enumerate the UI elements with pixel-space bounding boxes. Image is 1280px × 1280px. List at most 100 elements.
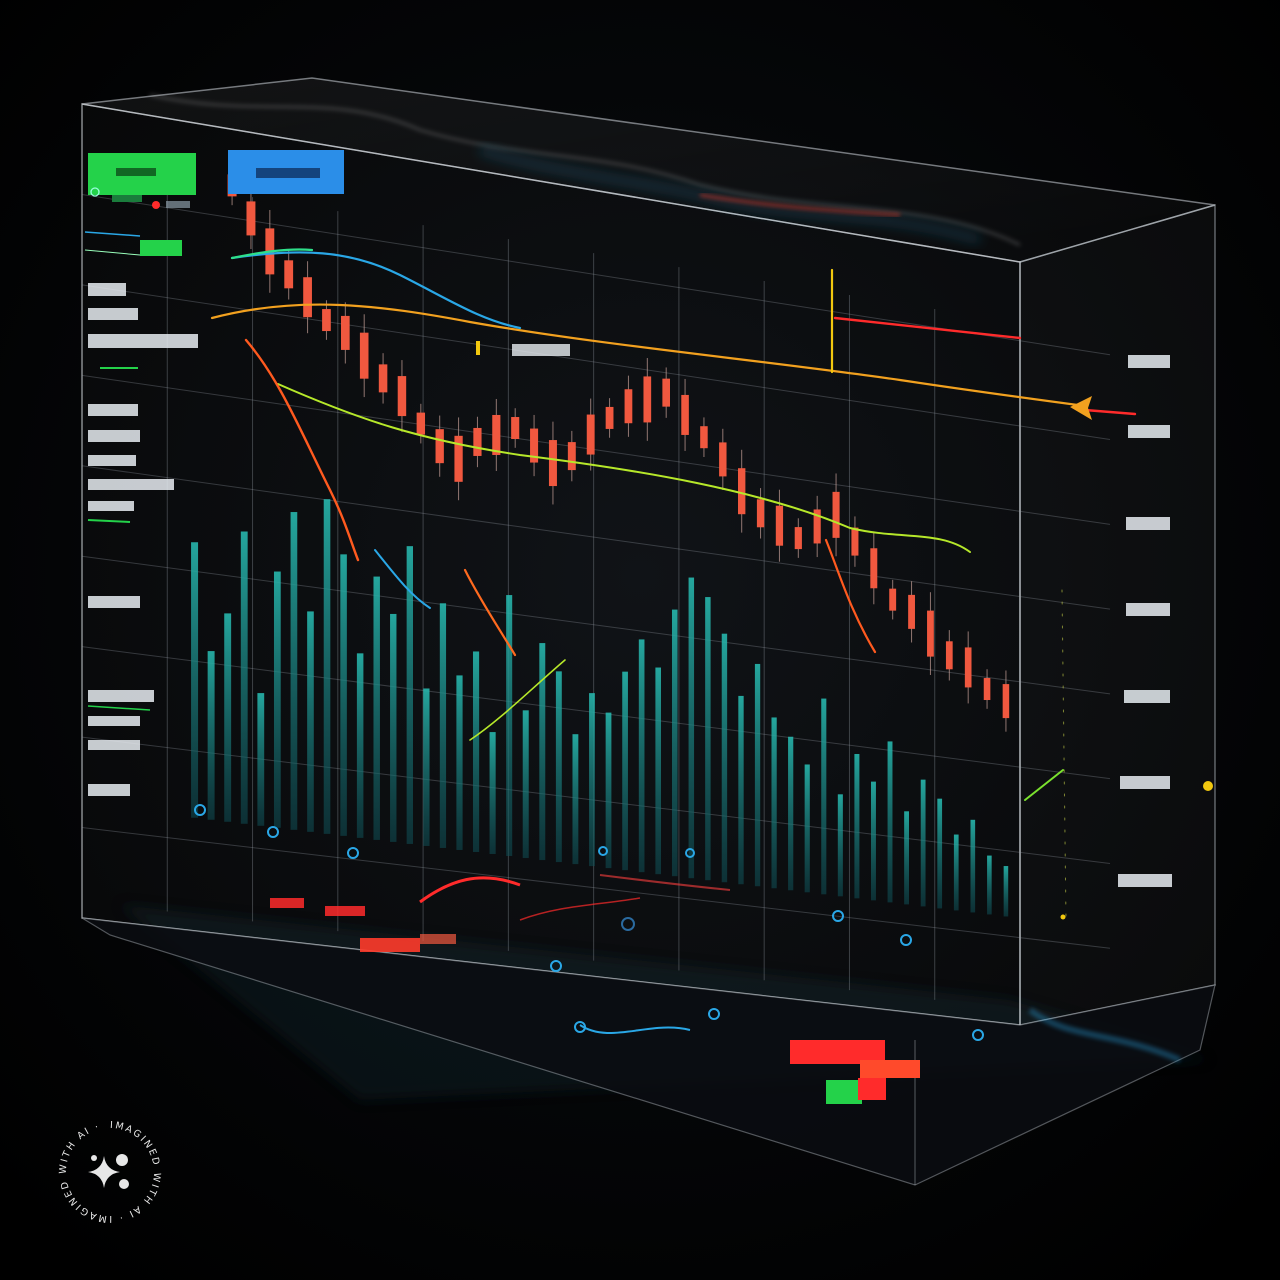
candle-body: [492, 414, 501, 455]
candle-body: [889, 588, 897, 611]
volume-bar: [356, 653, 364, 838]
candle-body: [756, 499, 765, 528]
candle-body: [870, 548, 878, 589]
volume-bar: [191, 542, 199, 818]
volume-bar: [589, 693, 595, 867]
volume-bar: [423, 688, 430, 846]
indicator-lines: [210, 248, 1213, 921]
volume-bar: [1003, 866, 1009, 917]
volume-bar: [605, 712, 612, 869]
volume-bar: [340, 554, 347, 836]
candle-body: [983, 678, 991, 701]
base-markers: [194, 804, 984, 1041]
candle-body: [473, 427, 482, 456]
candle-body: [341, 315, 350, 350]
volume-bar: [572, 734, 579, 865]
volume-bar: [390, 613, 397, 842]
lime-short-line: [469, 659, 566, 741]
orange-curve-left: [244, 338, 360, 562]
volume-bar: [987, 855, 992, 915]
volume-bar: [456, 675, 463, 850]
volume-bar: [257, 693, 265, 826]
candle-body: [511, 417, 520, 440]
volume-bar: [854, 753, 860, 899]
grid-line-horizontal: [81, 284, 1111, 441]
volume-bar: [937, 798, 943, 909]
candle-body: [908, 594, 915, 629]
left-panel-decor: [84, 150, 570, 796]
candle-body: [945, 641, 953, 670]
glass-box: [81, 77, 1216, 1186]
volume-bar: [439, 603, 447, 848]
volume-bar: [622, 671, 628, 871]
volume-bar: [721, 633, 728, 883]
candle-body: [832, 491, 840, 538]
volume-bar: [638, 639, 645, 873]
candle-body: [435, 429, 444, 464]
volume-bar: [688, 577, 695, 879]
glass-front-face: [81, 103, 1021, 1026]
volume-bar: [970, 819, 976, 913]
volume-bar: [472, 651, 480, 852]
volume-bar: [705, 597, 711, 881]
grid-line-horizontal: [81, 555, 1111, 695]
volume-bar: [837, 794, 843, 897]
red-level-line: [833, 316, 1022, 340]
candle-body: [246, 201, 256, 236]
volume-bar: [273, 571, 281, 828]
sparkle-icon: [88, 1156, 120, 1188]
candle-body: [397, 376, 407, 417]
volume-bar: [655, 667, 661, 875]
volume-bar: [522, 710, 529, 859]
candle-body: [416, 412, 426, 435]
red-arrow-line: [1083, 408, 1137, 416]
volume-bars: [191, 499, 1009, 917]
candle-body: [719, 442, 727, 477]
volume-bar: [671, 609, 678, 877]
candle-body: [927, 610, 934, 657]
candle-body: [454, 435, 463, 482]
candle-body: [700, 426, 708, 449]
candle-body: [605, 406, 614, 429]
candle-body: [643, 376, 652, 423]
candle-body: [662, 378, 671, 407]
glass-base: [81, 917, 1216, 1186]
volume-bar: [870, 781, 876, 901]
candle-body: [794, 527, 802, 550]
blue-trend-line: [230, 251, 522, 330]
blue-short-line: [374, 549, 431, 609]
candle-body: [586, 414, 595, 455]
volume-bar: [953, 834, 959, 911]
volume-bar: [307, 611, 314, 832]
volume-bar: [506, 595, 513, 857]
orange-curve-mid: [463, 568, 517, 657]
volume-bar: [887, 741, 893, 903]
candle-body: [737, 468, 746, 515]
glass-side-face: [1019, 203, 1216, 1026]
candle-body: [775, 505, 784, 546]
grid-line-horizontal: [81, 465, 1111, 610]
grid-line-horizontal: [81, 827, 1111, 949]
wrap-highlight: [149, 93, 1021, 247]
volume-bar: [920, 779, 926, 907]
grid-line-horizontal: [81, 374, 1111, 525]
candle-body: [964, 647, 972, 688]
candle-body: [284, 260, 294, 289]
volume-bar: [788, 736, 794, 891]
volume-bar: [539, 643, 546, 861]
candle-body: [530, 428, 539, 463]
base-decor: [270, 874, 1182, 1104]
candle-body: [322, 309, 331, 332]
volume-bar: [207, 651, 215, 820]
green-trend-line: [230, 248, 314, 260]
candle-body: [548, 440, 557, 487]
right-axis-decor: [1118, 355, 1172, 887]
candle-body: [624, 389, 633, 424]
candle-body: [303, 277, 312, 318]
orange-trend-line: [210, 303, 1087, 408]
volume-bar: [738, 695, 744, 885]
grid-line-horizontal: [81, 646, 1111, 780]
arrow-left-icon: [1070, 396, 1092, 420]
volume-bar: [804, 764, 810, 893]
